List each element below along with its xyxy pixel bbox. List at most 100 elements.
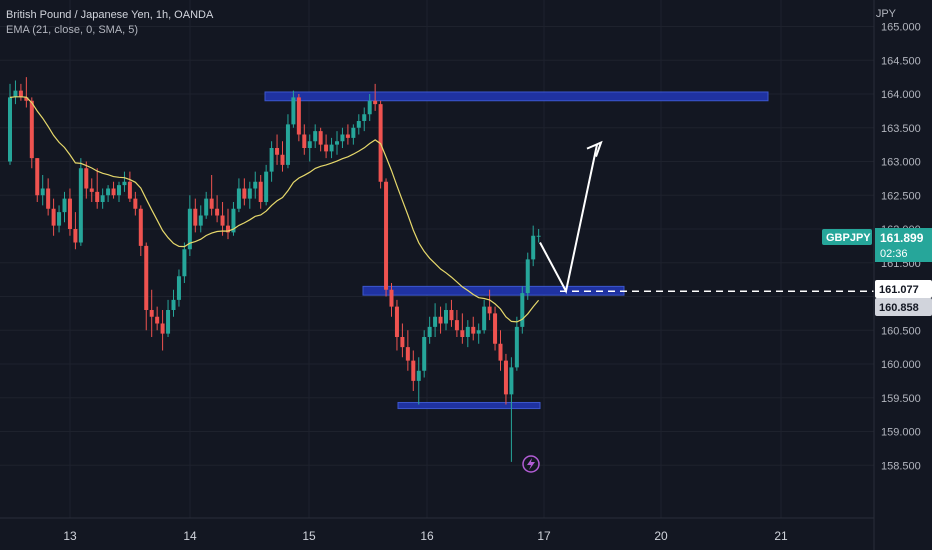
- level-price-tag-bg: [875, 280, 932, 298]
- candle-body: [405, 347, 410, 361]
- x-tick-label: 14: [183, 529, 197, 543]
- candle-body: [280, 154, 285, 165]
- y-tick-label: 163.500: [881, 123, 921, 135]
- chart-legend: British Pound / Japanese Yen, 1h, OANDA …: [6, 8, 213, 38]
- projection-arrow: [539, 140, 603, 294]
- candle-body: [46, 188, 51, 209]
- candle-body: [198, 215, 203, 226]
- candle-body: [253, 181, 258, 189]
- chart-grid: [0, 0, 874, 518]
- candle-body: [18, 90, 23, 98]
- candle-body: [155, 316, 160, 324]
- candle-body: [356, 121, 361, 128]
- candle-body: [171, 299, 176, 310]
- candle-body: [275, 148, 280, 155]
- currency-label: JPY: [875, 8, 896, 20]
- candle-body: [13, 90, 18, 98]
- candle-body: [367, 100, 372, 115]
- candle-body: [400, 337, 405, 348]
- candle-body: [269, 148, 274, 172]
- candle-body: [176, 276, 181, 300]
- candle-body: [422, 337, 427, 371]
- symbol-tag: GBPJPY: [826, 232, 871, 244]
- candles-layer: [8, 77, 541, 462]
- candle-body: [525, 259, 530, 294]
- candle-body: [138, 208, 143, 246]
- candle-body: [449, 310, 454, 321]
- candle-body: [247, 188, 252, 199]
- candle-body: [427, 326, 432, 337]
- candle-body: [324, 144, 329, 152]
- candle-body: [133, 198, 138, 209]
- symbol-tag-bg: [822, 229, 872, 245]
- x-tick-label: 17: [537, 529, 551, 543]
- candle-body: [454, 320, 459, 331]
- time-axis[interactable]: 13 14 15 16 17 20 21: [0, 517, 874, 543]
- lightning-icon-circle: [522, 455, 540, 473]
- x-tick-label: 15: [302, 529, 316, 543]
- symbol-title[interactable]: British Pound / Japanese Yen, 1h, OANDA: [6, 9, 214, 21]
- candle-body: [29, 100, 34, 159]
- candle-body: [416, 370, 421, 381]
- crosshair-price-tag: 160.858: [879, 302, 919, 314]
- lightning-icon[interactable]: [522, 455, 540, 473]
- candle-body: [95, 191, 100, 202]
- candle-body: [204, 198, 209, 216]
- candle-body: [73, 229, 78, 243]
- candle-body: [258, 181, 263, 202]
- ema-indicator-label[interactable]: EMA (21, close, 0, SMA, 5): [6, 24, 139, 36]
- countdown-value: 02:36: [880, 248, 908, 260]
- last-price-value: 161.899: [880, 231, 924, 245]
- candle-body: [291, 97, 296, 125]
- y-tick-label: 163.000: [881, 157, 921, 169]
- candle-body: [438, 316, 443, 324]
- lightning-icon-bolt: [527, 458, 535, 470]
- y-tick-label: 164.500: [881, 55, 921, 67]
- candle-body: [487, 306, 492, 314]
- candle-body: [520, 293, 525, 327]
- candle-body: [460, 330, 465, 337]
- ema-line: [9, 96, 540, 323]
- candle-body: [378, 104, 383, 182]
- candle-body: [122, 181, 127, 186]
- x-tick-label: 20: [654, 529, 668, 543]
- y-tick-label: 160.000: [881, 359, 921, 371]
- candle-body: [411, 360, 416, 381]
- y-tick-label: 162.500: [881, 190, 921, 202]
- candle-body: [389, 289, 394, 307]
- candle-body: [40, 188, 45, 196]
- candle-body: [433, 316, 438, 327]
- candle-body: [498, 343, 503, 361]
- candle-body: [62, 198, 67, 213]
- candle-body: [373, 100, 378, 105]
- arrow-head: [586, 140, 603, 157]
- candle-body: [302, 134, 307, 148]
- candle-body: [226, 225, 230, 233]
- candle-body: [476, 330, 481, 334]
- candle-body: [106, 188, 111, 196]
- y-tick-label: 165.000: [881, 22, 921, 34]
- candle-body: [482, 306, 487, 331]
- candle-body: [24, 97, 29, 101]
- candle-body: [100, 195, 105, 202]
- candle-body: [493, 313, 498, 344]
- candle-body: [509, 367, 514, 395]
- candle-body: [117, 185, 121, 196]
- y-tick-label: 159.000: [881, 427, 921, 439]
- candle-body: [313, 131, 318, 142]
- candle-body: [8, 97, 12, 162]
- candle-body: [182, 249, 187, 277]
- candle-body: [35, 158, 40, 196]
- candle-body: [329, 144, 334, 152]
- candle-body: [285, 124, 290, 165]
- candle-body: [384, 181, 389, 290]
- y-tick-label: 159.500: [881, 393, 921, 405]
- candle-body: [242, 188, 247, 199]
- candle-body: [57, 212, 62, 226]
- candle-body: [127, 181, 132, 199]
- candle-body: [160, 323, 165, 334]
- candle-body: [394, 306, 399, 337]
- candle-body: [209, 198, 214, 209]
- candle-body: [340, 134, 345, 142]
